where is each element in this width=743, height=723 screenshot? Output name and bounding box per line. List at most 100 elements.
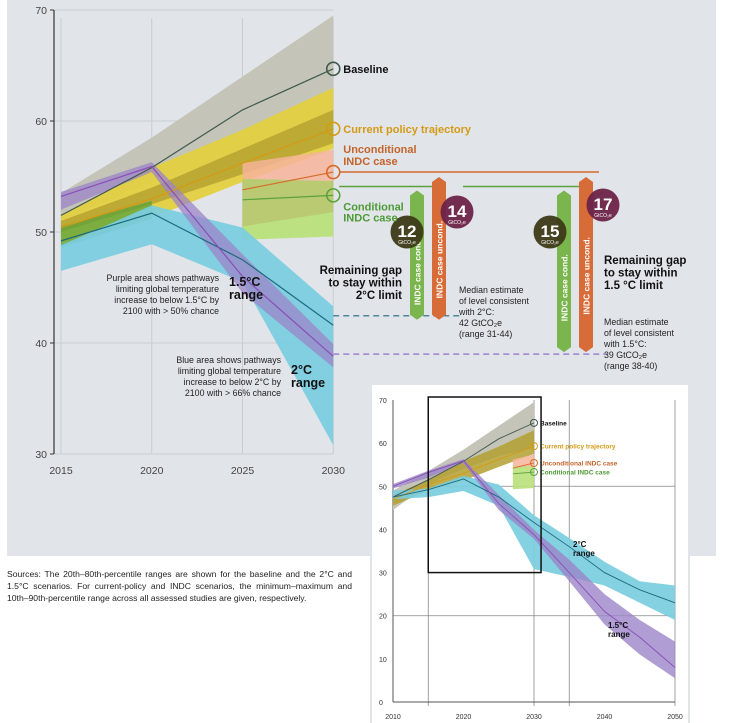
conditional-indc-marker bbox=[325, 188, 341, 203]
remaining-gap-2c-label-line: Remaining gap bbox=[320, 265, 402, 277]
inset-y-tick-label: 0 bbox=[379, 700, 383, 707]
blue-area-note: Blue area shows pathways limiting global … bbox=[176, 355, 281, 398]
baseline-line bbox=[60, 68, 334, 216]
baseline-label: Baseline bbox=[343, 64, 388, 76]
blue-area-note-line: limiting global temperature bbox=[178, 366, 281, 376]
median-15c-note-line: 39 GtCO₂e bbox=[604, 350, 647, 360]
inset-baseline-label: Baseline bbox=[540, 420, 567, 427]
inset-one-five-c-range-label: 1.5°C range bbox=[608, 621, 630, 639]
inset-unconditional-indc-band bbox=[512, 454, 534, 467]
one-five-c-range-label-line: 1.5°C bbox=[229, 275, 260, 289]
gap-badge-17 bbox=[586, 188, 620, 222]
median-15c-note: Median estimate of level consistent with 1… bbox=[603, 317, 674, 371]
unconditional-indc-label-line: INDC case bbox=[343, 156, 397, 168]
baseline-band bbox=[61, 15, 334, 221]
inset-y-tick-label: 30 bbox=[379, 571, 387, 578]
gap-badge-15-value: 15 bbox=[541, 222, 560, 241]
inset-one-five-c-band bbox=[393, 459, 675, 679]
inset-conditional-indc-marker bbox=[530, 468, 538, 477]
remaining-gap-15c-label-line: 1.5 °C limit bbox=[604, 280, 663, 292]
inset-one-five-c-line bbox=[392, 460, 676, 668]
conditional-indc-band-inner bbox=[242, 178, 334, 227]
unconditional-indc-label-line: Unconditional bbox=[343, 144, 416, 156]
purple-area-note-line: limiting global temperature bbox=[116, 284, 219, 294]
inset-one-five-c-range-label-line: range bbox=[608, 630, 630, 639]
inset-x-tick-label: 2030 bbox=[526, 714, 542, 721]
unconditional-indc-band bbox=[242, 149, 334, 181]
current-policy-label: Current policy trajectory bbox=[343, 124, 472, 136]
purple-area-note-line: 2100 with > 50% chance bbox=[123, 306, 219, 316]
gap-badge-12-unit: GtCO₂e bbox=[398, 240, 416, 246]
median-2c-note-line: Median estimate bbox=[459, 285, 524, 295]
median-2c-note-line: (range 31-44) bbox=[459, 329, 512, 339]
inset-y-tick-label: 50 bbox=[379, 484, 387, 491]
two-c-band bbox=[61, 205, 334, 446]
inset-two-c-range-label-line: range bbox=[573, 549, 595, 558]
median-2c-note-line: 42 GtCO₂e bbox=[459, 318, 502, 328]
remaining-gap-2c-label-line: to stay within bbox=[329, 278, 402, 290]
gap-badge-15-unit: GtCO₂e bbox=[541, 240, 559, 246]
gap-badge-12-value: 12 bbox=[398, 222, 417, 241]
conditional-indc-label-line: INDC case bbox=[343, 212, 397, 224]
remaining-gap-2c-label-line: 2°C limit bbox=[356, 290, 402, 302]
median-2c-note-line: with 2°C: bbox=[458, 307, 494, 317]
inset-one-five-c-range-label-line: 1.5°C bbox=[608, 621, 628, 630]
inset-two-c-range-label-line: 2°C bbox=[573, 540, 587, 549]
gap-badge-14 bbox=[440, 195, 474, 229]
gap-badge-14-unit: GtCO₂e bbox=[448, 220, 466, 226]
gap-badge-14-value: 14 bbox=[448, 202, 467, 221]
current-policy-band-inner bbox=[61, 109, 334, 232]
y-tick-label: 30 bbox=[35, 449, 47, 461]
inset-x-tick-label: 2050 bbox=[667, 714, 683, 721]
gap-badge-17-value: 17 bbox=[594, 195, 613, 214]
two-c-range-label-line: 2°C bbox=[291, 363, 312, 377]
one-five-c-line bbox=[60, 165, 334, 357]
inset-current-policy-label: Current policy trajectory bbox=[540, 444, 616, 451]
remaining-gap-2c-label: Remaining gap to stay within 2°C limit bbox=[320, 265, 403, 302]
unconditional-indc-line bbox=[242, 171, 334, 191]
main-chart-panel: 30 40 50 60 70 2015 2020 2025 2030 INDC case cond… bbox=[7, 0, 716, 556]
gap-bar-15c-conditional-label: INDC case cond. bbox=[560, 254, 570, 321]
gap-badge-17-unit: GtCO₂e bbox=[594, 213, 612, 219]
inset-y-tick-label: 20 bbox=[379, 614, 387, 621]
remaining-gap-15c-label-line: to stay within bbox=[604, 268, 677, 280]
inset-current-policy-line bbox=[392, 445, 535, 500]
inset-y-tick-label: 60 bbox=[379, 441, 387, 448]
unconditional-indc-label: Unconditional INDC case bbox=[343, 144, 416, 168]
gap-bar-2c-unconditional-label: INDC case uncond. bbox=[435, 221, 445, 298]
gap-bar-2c-conditional-label: INDC case cond. bbox=[413, 238, 423, 305]
x-tick-label: 2020 bbox=[140, 465, 164, 477]
remaining-gap-15c-label-line: Remaining gap bbox=[604, 255, 686, 267]
purple-area-note-line: Purple area shows pathways bbox=[107, 273, 220, 283]
median-15c-note-line: Median estimate bbox=[604, 317, 669, 327]
baseline-marker bbox=[325, 61, 341, 77]
x-tick-label: 2030 bbox=[322, 465, 346, 477]
current-policy-line bbox=[60, 128, 334, 229]
one-five-c-range-label-line: range bbox=[229, 288, 263, 302]
blue-area-note-line: increase to below 2°C by bbox=[184, 377, 282, 387]
inset-chart-panel: 0 10 20 30 40 50 60 70 2010 2020 2030 2040 2050 Basel… bbox=[370, 385, 690, 723]
two-c-line bbox=[60, 212, 334, 326]
inset-unconditional-indc-label: Unconditional INDC case bbox=[540, 460, 618, 467]
gap-badge-12 bbox=[390, 215, 424, 249]
sources-caption: Sources: The 20th–80th-percentile ranges… bbox=[7, 569, 352, 603]
inset-x-tick-label: 2040 bbox=[597, 714, 613, 721]
two-c-range-label: 2°C range bbox=[291, 363, 325, 390]
y-tick-label: 70 bbox=[35, 5, 47, 17]
median-2c-note: Median estimate of level consistent with 2… bbox=[458, 285, 529, 339]
inset-conditional-indc-label: Conditional INDC case bbox=[540, 470, 610, 477]
conditional-indc-label-line: Conditional bbox=[343, 201, 404, 213]
inset-baseline-marker bbox=[530, 418, 538, 427]
median-15c-note-line: with 1.5°C: bbox=[603, 339, 647, 349]
blue-area-note-line: 2100 with > 66% chance bbox=[185, 388, 281, 398]
y-tick-label: 60 bbox=[35, 116, 47, 128]
conditional-indc-line bbox=[242, 194, 334, 201]
inset-two-c-range-label: 2°C range bbox=[573, 540, 595, 558]
main-chart: 30 40 50 60 70 2015 2020 2025 2030 INDC case cond… bbox=[35, 5, 686, 477]
inset-current-policy-marker bbox=[530, 442, 538, 451]
blue-area-note-line: Blue area shows pathways bbox=[176, 355, 281, 365]
two-c-range-label-line: range bbox=[291, 376, 325, 390]
inset-unconditional-indc-marker bbox=[530, 458, 538, 467]
one-five-c-range-label: 1.5°C range bbox=[229, 275, 263, 302]
